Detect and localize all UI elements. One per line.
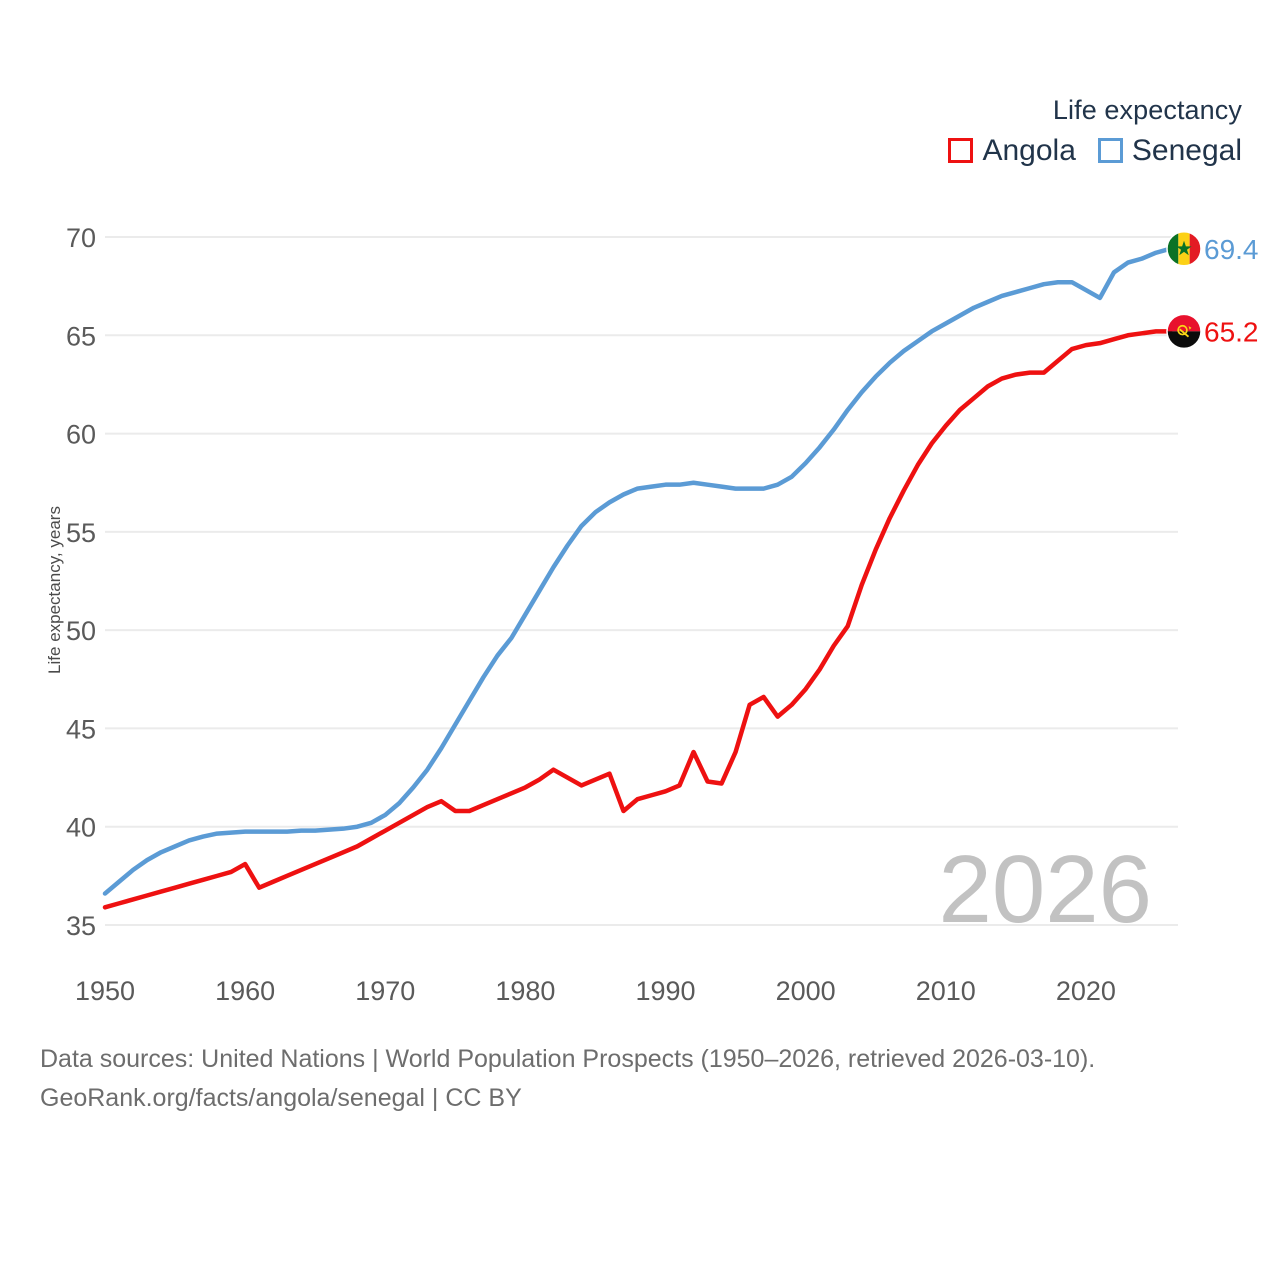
y-tick-label: 35 [66, 911, 96, 941]
legend-title: Life expectancy [1052, 95, 1242, 125]
y-tick-label: 40 [66, 813, 96, 843]
x-tick-label: 1960 [215, 976, 275, 1006]
y-tick-label: 65 [66, 321, 96, 351]
x-tick-label: 2020 [1056, 976, 1116, 1006]
y-tick-label: 45 [66, 714, 96, 744]
footer-line-1: Data sources: United Nations | World Pop… [40, 1045, 1096, 1073]
end-label-senegal: 69.4 [1204, 234, 1259, 265]
legend-item-senegal[interactable]: Senegal [1097, 133, 1242, 167]
y-tick-label: 70 [66, 223, 96, 253]
x-tick-label: 1980 [495, 976, 555, 1006]
x-tick-label: 2010 [916, 976, 976, 1006]
end-label-angola: 65.2 [1204, 316, 1259, 347]
line-chart-svg: 35 40 45 50 55 60 65 70 1950 1960 1970 1980 1990 200… [45, 223, 1259, 1006]
y-tick-label: 60 [66, 420, 96, 450]
series-line-angola [102, 329, 1173, 910]
gridlines [105, 236, 1178, 926]
year-watermark: 2026 [938, 836, 1152, 943]
y-tick-label: 55 [66, 518, 96, 548]
end-marker-angola-flag [1166, 313, 1202, 350]
legend-swatch-senegal [1097, 138, 1123, 164]
footer-line-2: GeoRank.org/facts/angola/senegal | CC BY [40, 1083, 522, 1112]
legend-item-angola[interactable]: Angola [948, 133, 1076, 167]
chart-legend: Life expectancy Angola Senegal [948, 95, 1242, 167]
legend-label-angola: Angola [982, 133, 1076, 167]
y-tick-label: 50 [66, 616, 96, 646]
legend-items: Angola Senegal [948, 133, 1242, 167]
y-axis-ticks: 35 40 45 50 55 60 65 70 [66, 223, 96, 941]
plot-area: 35 40 45 50 55 60 65 70 1950 1960 1970 1980 1990 200… [45, 223, 1259, 1006]
x-axis-ticks: 1950 1960 1970 1980 1990 2000 2010 2020 [75, 976, 1116, 1006]
series-line-senegal [102, 246, 1173, 896]
footer-sources: Data sources: United Nations | World Pop… [40, 1040, 1240, 1118]
x-tick-label: 1950 [75, 976, 135, 1006]
legend-label-senegal: Senegal [1131, 133, 1242, 167]
y-axis-label: Life expectancy, years [45, 506, 64, 674]
x-tick-label: 1990 [635, 976, 695, 1006]
x-tick-label: 1970 [355, 976, 415, 1006]
end-marker-senegal-flag [1166, 231, 1202, 267]
legend-swatch-angola [948, 138, 974, 164]
x-tick-label: 2000 [776, 976, 836, 1006]
